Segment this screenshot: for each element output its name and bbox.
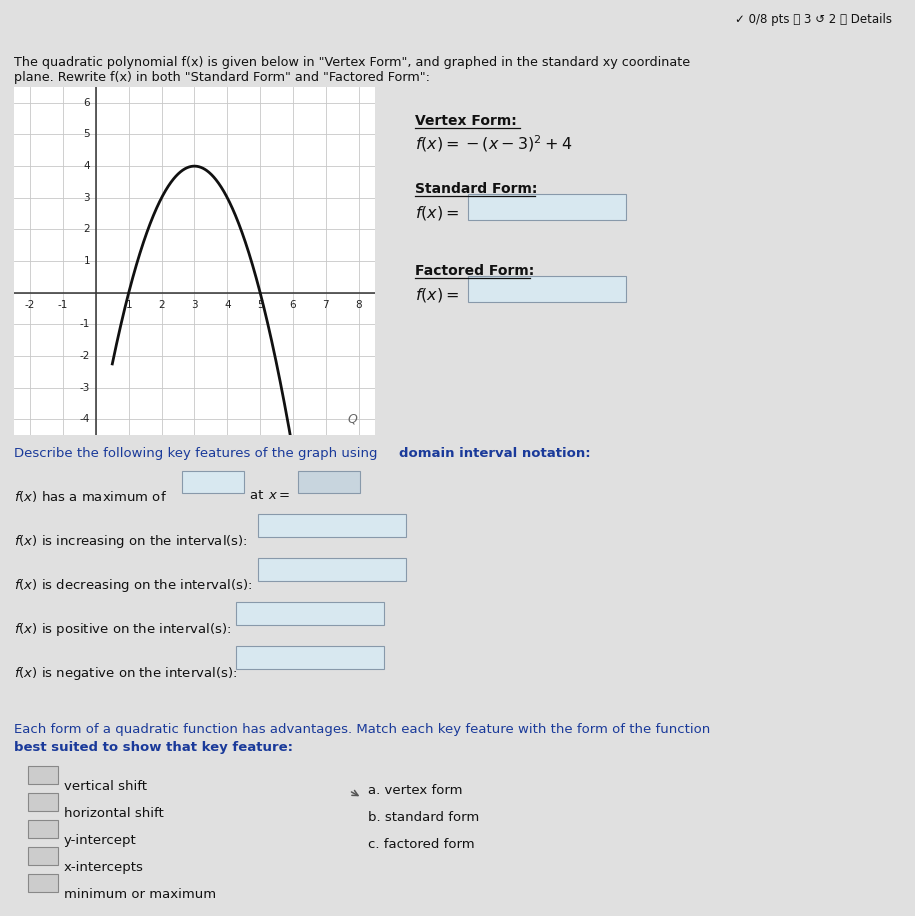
Text: 7: 7 <box>323 300 329 310</box>
Text: -1: -1 <box>80 320 90 330</box>
Text: Vertex Form:: Vertex Form: <box>415 114 517 127</box>
Text: 3: 3 <box>83 192 90 202</box>
Text: -1: -1 <box>58 300 69 310</box>
Text: horizontal shift: horizontal shift <box>64 807 164 820</box>
Text: a. vertex form: a. vertex form <box>368 783 462 797</box>
FancyBboxPatch shape <box>28 820 58 838</box>
Text: 4: 4 <box>83 161 90 171</box>
Text: 5: 5 <box>83 129 90 139</box>
FancyBboxPatch shape <box>182 471 244 493</box>
Text: Each form of a quadratic function has advantages. Match each key feature with th: Each form of a quadratic function has ad… <box>14 724 710 736</box>
Text: Factored Form:: Factored Form: <box>415 264 534 278</box>
FancyBboxPatch shape <box>468 276 626 302</box>
Text: $f(x)$ is increasing on the interval(s):: $f(x)$ is increasing on the interval(s): <box>14 533 248 550</box>
Text: vertical shift: vertical shift <box>64 780 147 792</box>
Text: b. standard form: b. standard form <box>368 811 479 823</box>
Text: 1: 1 <box>125 300 132 310</box>
FancyBboxPatch shape <box>236 646 384 670</box>
Text: x-intercepts: x-intercepts <box>64 861 144 874</box>
FancyBboxPatch shape <box>28 846 58 865</box>
Text: - v: - v <box>34 827 46 836</box>
Text: minimum or maximum: minimum or maximum <box>64 888 216 901</box>
Text: - v: - v <box>34 855 46 864</box>
Text: -4: -4 <box>80 414 90 424</box>
Text: ✓ 0/8 pts ❓ 3 ↺ 2 ⓘ Details: ✓ 0/8 pts ❓ 3 ↺ 2 ⓘ Details <box>735 13 892 26</box>
Text: $f(x)$ is decreasing on the interval(s):: $f(x)$ is decreasing on the interval(s): <box>14 577 253 594</box>
Text: best suited to show that key feature:: best suited to show that key feature: <box>14 741 293 755</box>
Text: $f(x)$ is positive on the interval(s):: $f(x)$ is positive on the interval(s): <box>14 621 231 638</box>
Text: domain interval notation:: domain interval notation: <box>399 447 590 460</box>
Text: 3: 3 <box>191 300 198 310</box>
Text: 2: 2 <box>83 224 90 234</box>
Text: $f(x) = -(x-3)^2+4$: $f(x) = -(x-3)^2+4$ <box>415 134 572 155</box>
Text: $f(x)$ has a maximum of: $f(x)$ has a maximum of <box>14 489 167 504</box>
Text: Describe the following key features of the graph using: Describe the following key features of t… <box>14 447 382 460</box>
Text: - v: - v <box>34 881 46 890</box>
Text: -2: -2 <box>25 300 36 310</box>
Text: 2: 2 <box>158 300 165 310</box>
Text: - v: - v <box>34 801 46 809</box>
Text: 6: 6 <box>290 300 296 310</box>
FancyBboxPatch shape <box>298 471 360 493</box>
Text: $f(x) =$: $f(x) =$ <box>415 204 459 222</box>
FancyBboxPatch shape <box>28 874 58 892</box>
Text: - v: - v <box>34 773 46 782</box>
Text: The quadratic polynomial f(x) is given below in "Vertex Form", and graphed in th: The quadratic polynomial f(x) is given b… <box>14 56 690 69</box>
Text: 5: 5 <box>257 300 264 310</box>
FancyBboxPatch shape <box>258 558 406 581</box>
FancyBboxPatch shape <box>28 766 58 783</box>
Text: 1: 1 <box>83 256 90 266</box>
Text: 4: 4 <box>224 300 231 310</box>
Text: -2: -2 <box>80 351 90 361</box>
Text: 6: 6 <box>83 98 90 108</box>
Text: -3: -3 <box>80 383 90 393</box>
Text: Standard Form:: Standard Form: <box>415 182 537 196</box>
Text: $f(x) =$: $f(x) =$ <box>415 286 459 304</box>
FancyBboxPatch shape <box>28 792 58 811</box>
Text: Q: Q <box>347 412 357 425</box>
Text: 8: 8 <box>355 300 362 310</box>
Text: y-intercept: y-intercept <box>64 834 136 846</box>
Text: plane. Rewrite f(x) in both "Standard Form" and "Factored Form":: plane. Rewrite f(x) in both "Standard Fo… <box>14 71 430 83</box>
Text: $f(x)$ is negative on the interval(s):: $f(x)$ is negative on the interval(s): <box>14 665 237 682</box>
FancyBboxPatch shape <box>258 514 406 537</box>
Text: c. factored form: c. factored form <box>368 838 475 851</box>
Text: at: at <box>250 489 272 502</box>
FancyBboxPatch shape <box>468 194 626 220</box>
Text: $x =$: $x =$ <box>268 489 290 502</box>
FancyBboxPatch shape <box>236 602 384 625</box>
